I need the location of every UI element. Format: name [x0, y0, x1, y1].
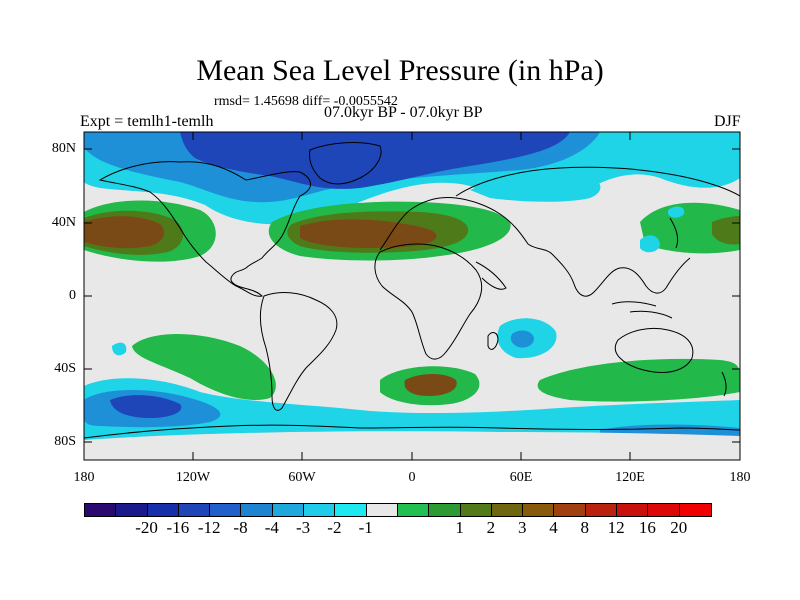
colorbar-swatch — [241, 504, 273, 516]
colorbar-swatch — [554, 504, 586, 516]
lon-label-120e: 120E — [615, 470, 645, 485]
ticks — [84, 132, 740, 460]
colorbar-swatch — [304, 504, 336, 516]
lon-label-180w: 180 — [73, 470, 95, 485]
coast-japan — [669, 217, 679, 249]
indian-ocean-mid-blue — [510, 330, 534, 348]
lon-label-0: 0 — [408, 470, 416, 485]
colorbar-swatch — [210, 504, 242, 516]
coast-indonesia — [611, 301, 673, 319]
colorbar-label: 12 — [607, 518, 625, 537]
colorbar-label: -12 — [197, 518, 221, 537]
colorbar-label: -4 — [264, 518, 279, 537]
colorbar-swatch — [460, 504, 492, 516]
lat-label-40n: 40N — [51, 215, 76, 230]
colorbar-swatch — [335, 504, 367, 516]
coast-north-america — [98, 161, 311, 297]
colorbar-swatch — [366, 504, 398, 516]
coast-africa — [374, 243, 483, 360]
north-pacific-blue — [470, 169, 601, 202]
colorbar-swatch — [272, 504, 305, 516]
colorbar-label: 8 — [580, 518, 590, 537]
colorbar-label: 16 — [638, 518, 656, 537]
colorbar-swatch — [585, 504, 618, 516]
antarctic-gray — [84, 431, 740, 460]
west-pacific-blue — [640, 235, 660, 253]
coast-asia — [455, 166, 740, 197]
colorbar-swatch — [178, 504, 211, 516]
pacific-high-brown — [84, 216, 165, 249]
colorbar-swatch — [116, 504, 148, 516]
lon-label-180e: 180 — [729, 470, 751, 485]
colorbar-swatch — [429, 504, 461, 516]
south-indian-green — [537, 358, 740, 402]
coast-greenland — [309, 142, 382, 185]
lon-label-120w: 120W — [175, 470, 211, 485]
colorbar-label: -8 — [233, 518, 248, 537]
coast-south-america — [259, 292, 338, 411]
coast-new-zealand — [721, 371, 727, 397]
colorbar-label: -3 — [296, 518, 311, 537]
lon-label-60w: 60W — [288, 470, 316, 485]
colorbar-swatch — [617, 504, 649, 516]
lat-label-80n: 80N — [51, 141, 76, 156]
colorbar-label: 1 — [455, 518, 464, 537]
atlantic-high-brown — [300, 219, 437, 248]
coast-madagascar — [487, 332, 499, 350]
colorbar-swatch — [397, 504, 430, 516]
colorbar-label: 20 — [670, 518, 688, 537]
colorbar-label: -2 — [327, 518, 342, 537]
lat-label-0: 0 — [69, 288, 76, 303]
east-asia-green — [640, 202, 740, 254]
coast-europe — [379, 197, 553, 255]
plot-title: Mean Sea Level Pressure (in hPa) — [196, 54, 604, 87]
colorbar — [84, 503, 712, 517]
coast-australia — [614, 327, 694, 373]
colorbar-label: -16 — [166, 518, 190, 537]
colorbar-label: 2 — [486, 518, 496, 537]
period-text: 07.0kyr BP - 07.0kyr BP — [324, 104, 483, 121]
colorbar-label: 3 — [517, 518, 527, 537]
south-dark-blue — [110, 395, 182, 418]
colorbar-label: 4 — [549, 518, 558, 537]
coastlines — [84, 142, 740, 439]
colorbar-swatch — [147, 504, 179, 516]
colorbar-swatch — [679, 504, 711, 516]
east-asia-blue — [668, 206, 685, 218]
colorbar-label: -20 — [135, 518, 158, 537]
colorbar-swatch — [523, 504, 555, 516]
colorbar-label: -1 — [358, 518, 373, 537]
colorbar-swatch — [648, 504, 680, 516]
season-label: DJF — [714, 113, 741, 130]
north-dark-blue — [180, 132, 570, 189]
colorbar-swatch — [491, 504, 524, 516]
south-pacific-green — [132, 334, 276, 400]
south-atlantic-olive — [404, 374, 457, 396]
coast-arabia — [475, 261, 507, 290]
lat-label-40s: 40S — [54, 361, 76, 376]
lat-label-80s: 80S — [54, 434, 76, 449]
coast-antarctica — [84, 424, 740, 439]
experiment-label: Expt = temlh1-temlh — [80, 113, 214, 130]
coast-south-asia — [551, 253, 691, 297]
colorbar-swatch — [85, 504, 117, 516]
lon-label-60e: 60E — [509, 470, 533, 485]
stats-text: rmsd= 1.45698 diff= -0.0055542 — [214, 94, 398, 109]
small-west-patch — [112, 342, 127, 356]
